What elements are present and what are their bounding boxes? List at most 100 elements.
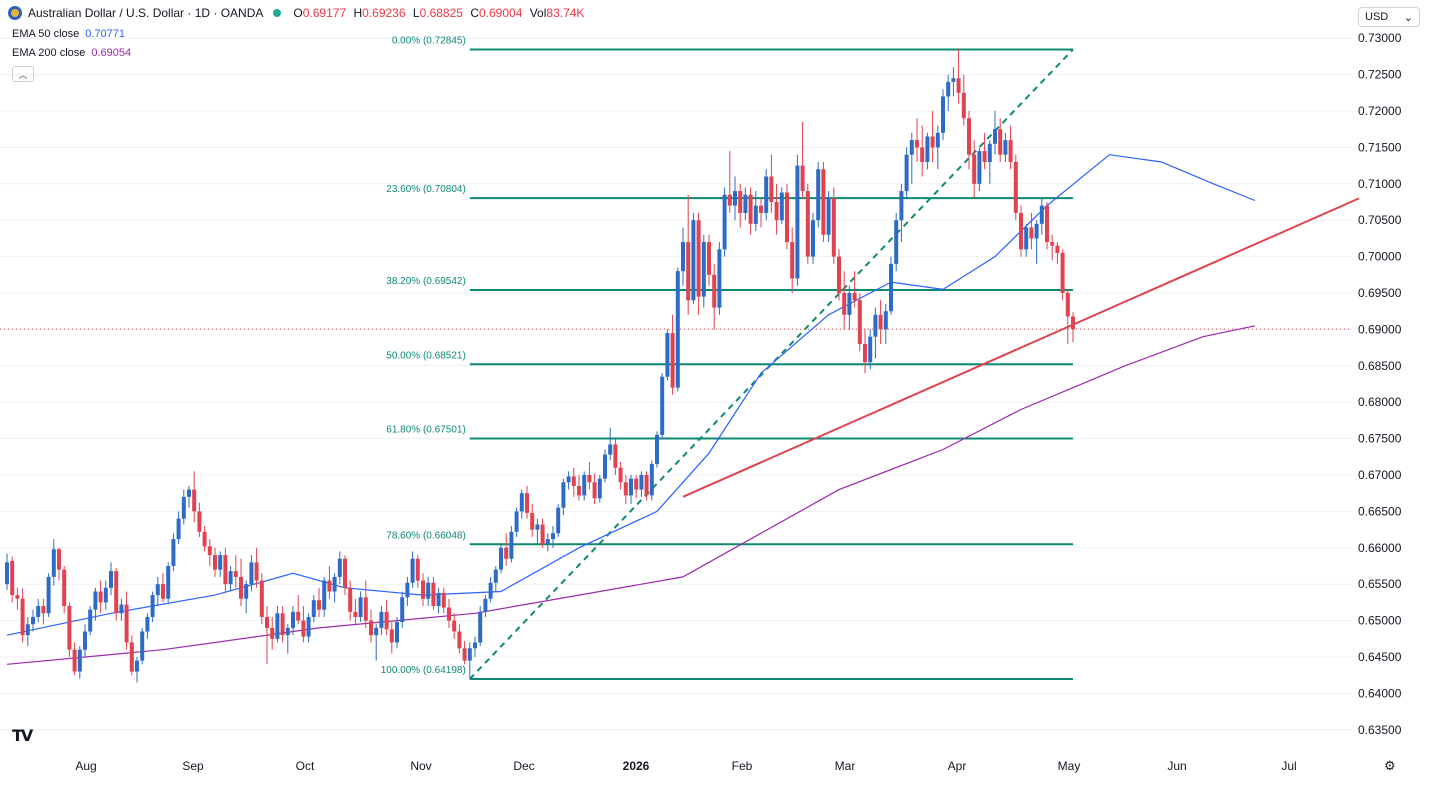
candle-body: [478, 611, 483, 643]
low-label: L: [412, 6, 420, 20]
fib-trend-line: [469, 48, 1074, 680]
x-tick-label: Nov: [410, 759, 431, 773]
candle-body: [400, 597, 405, 623]
currency-select[interactable]: USD ⌄: [1358, 7, 1420, 27]
candle-body: [358, 597, 363, 617]
x-tick-label: Aug: [75, 759, 96, 773]
candle-body: [322, 580, 327, 610]
candle-body: [987, 143, 992, 162]
candle-body: [972, 154, 977, 184]
candle-body: [941, 96, 945, 133]
candle-body: [353, 611, 358, 617]
candle-body: [795, 165, 800, 279]
y-tick-label: 0.71500: [1358, 140, 1402, 154]
candle-body: [254, 562, 259, 581]
x-tick-label: Mar: [835, 759, 856, 773]
candle-body: [670, 333, 675, 388]
candle-body: [384, 611, 389, 630]
candle-body: [660, 376, 665, 435]
candle-body: [967, 118, 971, 155]
candle-body: [759, 205, 763, 213]
candle-body: [327, 580, 332, 592]
candle-body: [519, 493, 524, 512]
currency-pair-flag-icon: [8, 6, 22, 20]
candle-body: [379, 611, 384, 628]
candle-body: [306, 616, 311, 637]
candle-body: [712, 274, 717, 308]
ema50-legend[interactable]: EMA 50 close 0.70771: [12, 28, 125, 40]
symbol-title[interactable]: Australian Dollar / U.S. Dollar · 1D · O…: [28, 6, 264, 20]
candle-body: [1050, 242, 1055, 246]
candle-body: [192, 489, 197, 512]
y-tick-label: 0.70000: [1358, 250, 1402, 264]
y-tick-label: 0.72000: [1358, 104, 1402, 118]
candle-body: [805, 191, 810, 257]
y-tick-label: 0.63500: [1358, 723, 1402, 737]
candle-body: [457, 631, 462, 649]
y-tick-label: 0.68000: [1358, 395, 1402, 409]
candle-body: [166, 566, 171, 599]
candle-body: [998, 129, 1003, 155]
candle-body: [686, 242, 691, 301]
candle-body: [285, 627, 290, 636]
candle-body: [681, 242, 685, 272]
candle-body: [790, 242, 795, 279]
settings-gear-icon[interactable]: ⚙: [1384, 758, 1396, 773]
candle-body: [831, 198, 836, 257]
candle-body: [473, 642, 477, 649]
fib-level-label: 38.20% (0.69542): [386, 276, 466, 287]
candle-body: [124, 604, 129, 643]
candle-body: [5, 562, 9, 585]
candle-body: [551, 533, 555, 540]
ema200-legend[interactable]: EMA 200 close 0.69054: [12, 47, 131, 59]
candle-body: [915, 140, 919, 148]
candle-body: [857, 300, 862, 344]
candle-body: [155, 584, 160, 596]
candle-body: [415, 558, 420, 581]
collapse-icon[interactable]: ︿: [12, 66, 34, 82]
candle-body: [920, 147, 925, 162]
candle-body: [977, 151, 982, 184]
candle-body: [847, 293, 852, 315]
y-tick-label: 0.73000: [1358, 31, 1402, 45]
x-tick-label: Apr: [948, 759, 967, 773]
fib-level-label: 100.00% (0.64198): [381, 665, 466, 676]
candle-body: [467, 648, 472, 661]
x-tick-label: Jul: [1281, 759, 1296, 773]
candle-body: [249, 562, 254, 585]
candle-body: [483, 598, 488, 612]
candle-body: [774, 202, 779, 221]
candle-body: [363, 597, 368, 621]
candle-body: [36, 606, 41, 617]
market-status-icon: [273, 9, 282, 17]
candle-body: [748, 194, 753, 224]
candle-body: [41, 606, 46, 614]
x-tick-label: Jun: [1167, 759, 1186, 773]
candle-body: [410, 558, 415, 583]
candle-body: [629, 478, 633, 496]
open-value: 0.69177: [302, 6, 347, 20]
candle-body: [343, 558, 347, 588]
candle-body: [207, 546, 212, 556]
candle-body: [675, 271, 680, 388]
candle-body: [753, 205, 758, 224]
candle-body: [561, 482, 566, 508]
tradingview-logo-icon[interactable]: TV: [12, 726, 33, 745]
candle-body: [504, 547, 509, 559]
x-tick-label: Feb: [732, 759, 753, 773]
candle-body: [852, 293, 857, 301]
open-label: O: [293, 6, 303, 20]
candle-body: [909, 140, 914, 155]
trendline: [682, 197, 1360, 498]
y-tick-label: 0.67000: [1358, 468, 1402, 482]
candle-body: [405, 582, 410, 598]
candle-body: [270, 627, 275, 639]
candle-body: [265, 616, 269, 628]
candle-body: [10, 560, 15, 596]
y-tick-label: 0.68500: [1358, 359, 1402, 373]
candle-body: [889, 263, 893, 312]
candle-body: [218, 555, 223, 570]
candle-body: [296, 611, 301, 621]
